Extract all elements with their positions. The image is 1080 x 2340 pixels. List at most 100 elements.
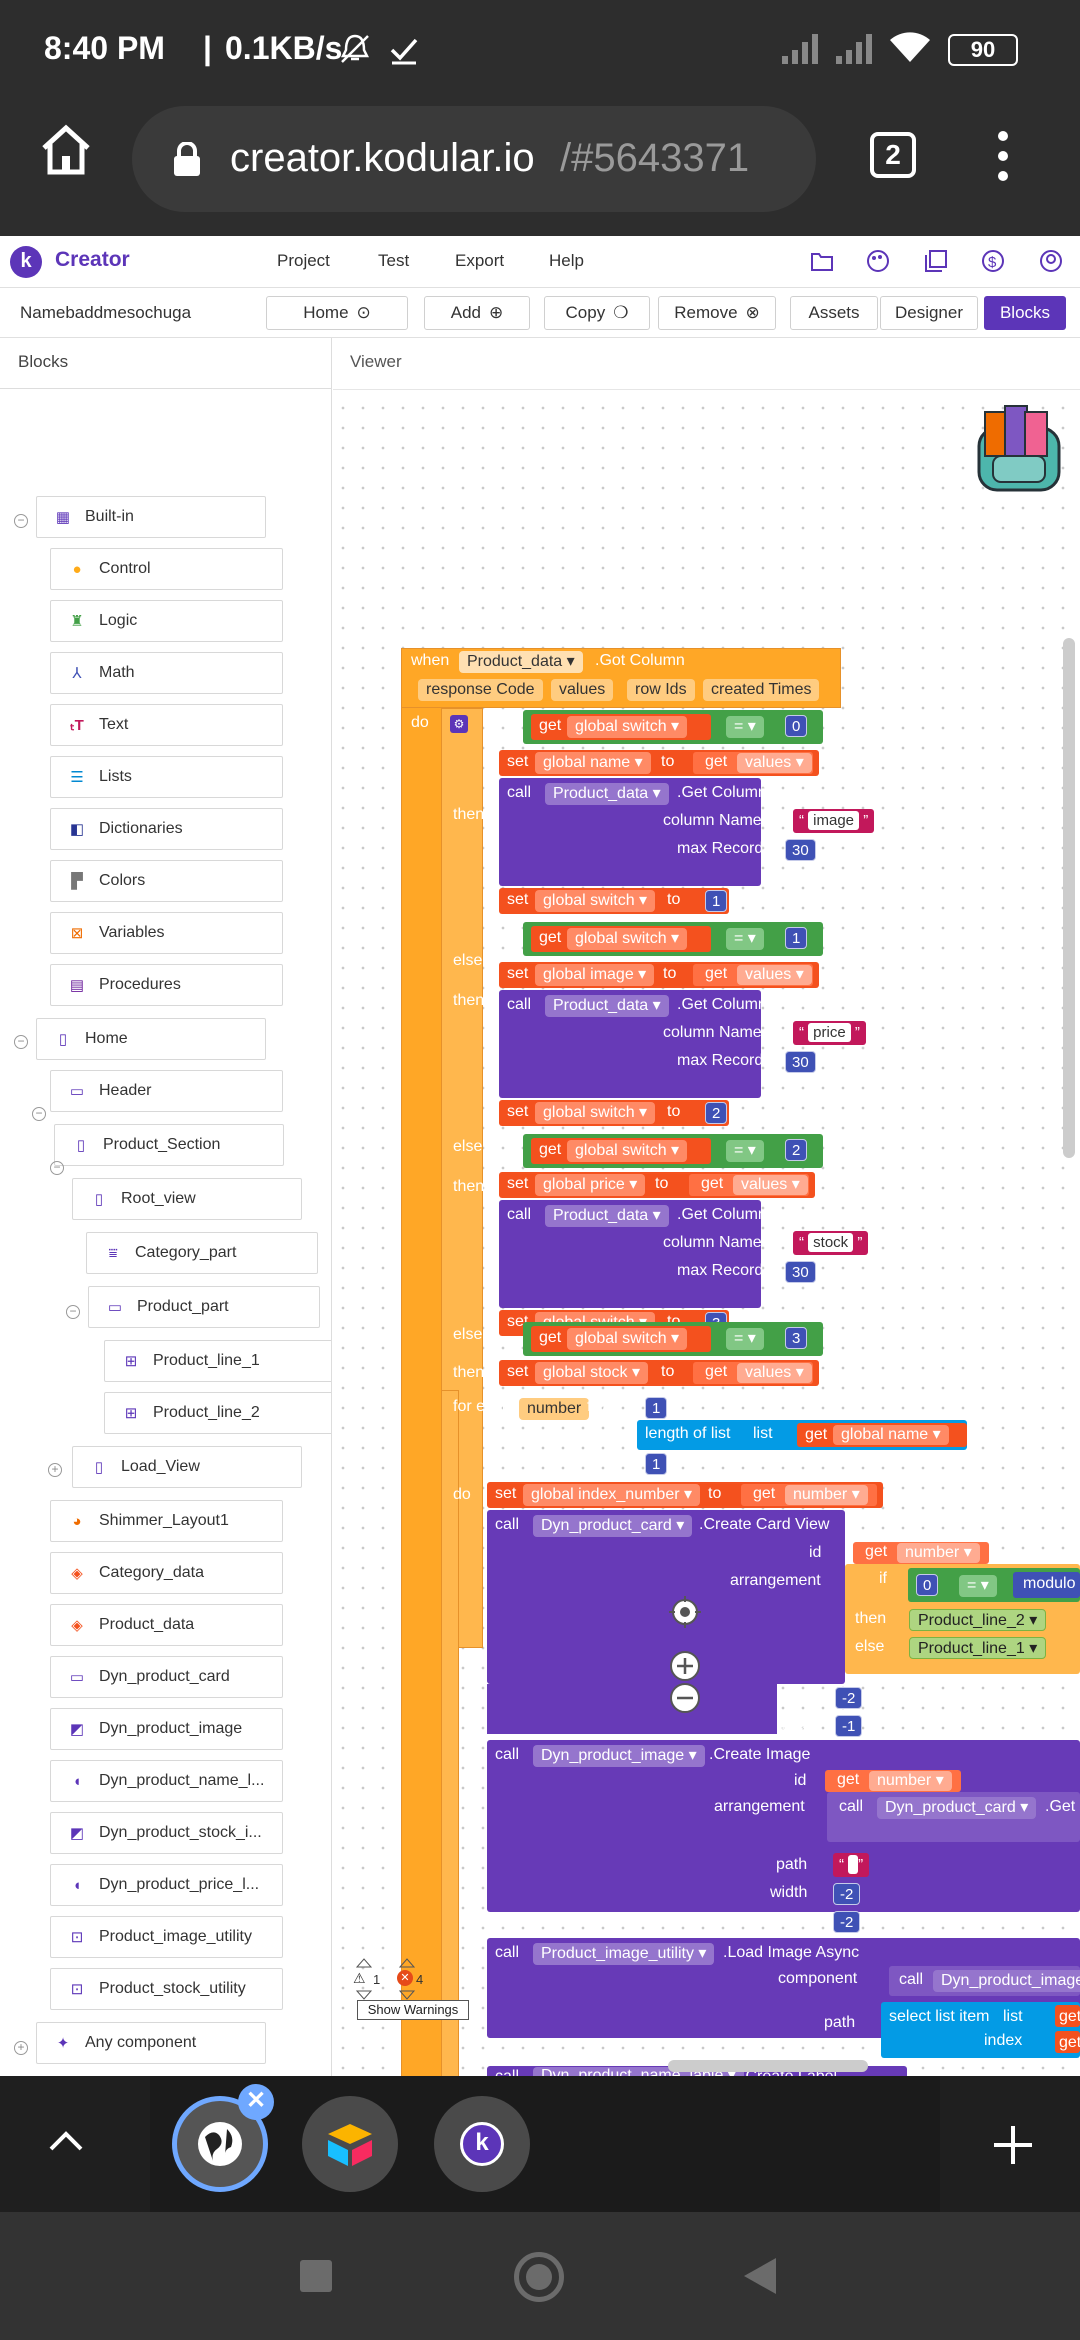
var-dropdown[interactable]: global image ▾	[535, 964, 655, 986]
component-dropdown[interactable]: Dyn_product_image	[933, 1970, 1080, 1992]
blocks-button[interactable]: Blocks	[984, 296, 1066, 330]
tree-product-line-1[interactable]: ⊞ Product_line_1	[104, 1340, 331, 1382]
tree-product-line-2[interactable]: ⊞ Product_line_2	[104, 1392, 331, 1434]
menu-export[interactable]: Export	[455, 251, 505, 270]
errors-up-arrow[interactable]	[398, 1956, 416, 1968]
for-each-block[interactable]	[441, 1390, 459, 2076]
component-dropdown[interactable]: Dyn_product_card ▾	[877, 1797, 1037, 1819]
component-block-pl1[interactable]: Product_line_1 ▾	[909, 1637, 1047, 1659]
tree-product-image-utility[interactable]: ⊡ Product_image_utility	[50, 1916, 283, 1958]
chevron-up-icon[interactable]	[48, 2130, 84, 2152]
component-dropdown[interactable]: Dyn_product_image ▾	[533, 1745, 705, 1767]
palette-icon[interactable]	[866, 249, 890, 273]
tree-header[interactable]: ▭ Header	[50, 1070, 283, 1112]
show-warnings-button[interactable]: Show Warnings	[357, 2000, 469, 2020]
tree-product-part[interactable]: ▭ Product_part	[88, 1286, 320, 1328]
var-dropdown[interactable]: values ▾	[737, 965, 812, 985]
home-nav-button[interactable]	[514, 2252, 564, 2302]
tree-colors[interactable]: ▛ Colors	[50, 860, 283, 902]
tree-dyn-product-stock[interactable]: ◩ Dyn_product_stock_i...	[50, 1812, 283, 1854]
dollar-icon[interactable]: $	[981, 249, 1005, 273]
builtin-toggle[interactable]: −	[14, 514, 28, 528]
tabs-button[interactable]: 2	[870, 132, 916, 178]
var-dropdown[interactable]: global name ▾	[535, 752, 651, 774]
var-dropdown[interactable]: number ▾	[897, 1543, 980, 1563]
var-dropdown[interactable]: global switch ▾	[567, 716, 688, 738]
param-response-code[interactable]: response Code	[418, 679, 543, 701]
tree-dictionaries[interactable]: ◧ Dictionaries	[50, 808, 283, 850]
modulo-block[interactable]	[1013, 1572, 1080, 1598]
zoom-out-icon[interactable]	[667, 1680, 703, 1716]
var-dropdown[interactable]: global switch ▾	[535, 1102, 656, 1124]
number-1[interactable]: 1	[645, 1453, 668, 1475]
tree-lists[interactable]: ☰ Lists	[50, 756, 283, 798]
assets-button[interactable]: Assets	[790, 296, 878, 330]
designer-button[interactable]: Designer	[880, 296, 978, 330]
folder-icon[interactable]	[810, 250, 834, 272]
any-component-toggle[interactable]: +	[14, 2041, 28, 2055]
tree-math[interactable]: ⅄ Math	[50, 652, 283, 694]
copy-screen-button[interactable]: Copy ❍	[544, 296, 650, 330]
tree-builtin[interactable]: ▦ Built-in	[36, 496, 266, 538]
tree-product-section[interactable]: ▯ Product_Section	[54, 1124, 284, 1166]
add-screen-button[interactable]: Add ⊕	[424, 296, 530, 330]
event-component-dropdown[interactable]: Product_data ▾	[459, 651, 583, 673]
var-dropdown[interactable]: global index_number ▾	[523, 1484, 701, 1506]
var-dropdown[interactable]: global name ▾	[833, 1425, 949, 1445]
number-0[interactable]: 0	[785, 715, 808, 737]
select-list-item-block[interactable]	[881, 2002, 1080, 2058]
eq-dropdown[interactable]: = ▾	[959, 1575, 997, 1597]
tree-dyn-product-price[interactable]: ◖ Dyn_product_price_l...	[50, 1864, 283, 1906]
number-1[interactable]: 1	[705, 890, 728, 912]
tree-category-part[interactable]: ⩸ Category_part	[86, 1232, 318, 1274]
recenter-icon[interactable]	[667, 1594, 703, 1630]
menu-project[interactable]: Project	[277, 251, 330, 270]
tree-control[interactable]: ● Control	[50, 548, 283, 590]
recents-button[interactable]	[300, 2260, 332, 2292]
blocks-workspace[interactable]: Viewer when Product_data ▾ .Got Column r…	[333, 338, 1080, 2076]
number-m2[interactable]: -2	[833, 1883, 861, 1905]
number-1[interactable]: 1	[645, 1397, 668, 1419]
number-30[interactable]: 30	[785, 1261, 816, 1283]
eq-dropdown[interactable]: = ▾	[726, 1328, 764, 1350]
tree-dyn-product-image[interactable]: ◩ Dyn_product_image	[50, 1708, 283, 1750]
component-dropdown[interactable]: Dyn_product_card ▾	[533, 1515, 693, 1537]
param-values[interactable]: values	[551, 679, 614, 701]
tree-dyn-product-name[interactable]: ◖ Dyn_product_name_l...	[50, 1760, 283, 1802]
tree-variables[interactable]: ⊠ Variables	[50, 912, 283, 954]
component-dropdown[interactable]: Product_data ▾	[545, 995, 669, 1017]
call-create-card-view[interactable]	[487, 1510, 845, 1684]
var-dropdown[interactable]: global switch ▾	[567, 928, 688, 950]
var-dropdown[interactable]: number ▾	[785, 1485, 868, 1505]
component-dropdown[interactable]: Product_image_utility ▾	[533, 1943, 715, 1965]
text-empty[interactable]: “ ”	[833, 1853, 870, 1877]
screen-select-home[interactable]: Home ⊙	[266, 296, 408, 330]
number-m1[interactable]: -1	[835, 1715, 863, 1737]
plus-icon[interactable]	[992, 2124, 1034, 2166]
back-button[interactable]	[742, 2256, 778, 2296]
overflow-menu-icon[interactable]	[992, 130, 1014, 182]
param-created-times[interactable]: created Times	[703, 679, 820, 701]
product-section-toggle[interactable]: −	[32, 1107, 46, 1121]
component-dropdown[interactable]: Product_data ▾	[545, 1205, 669, 1227]
close-icon[interactable]: ✕	[238, 2084, 274, 2120]
param-row-ids[interactable]: row Ids	[627, 679, 695, 701]
home-icon[interactable]	[40, 124, 92, 176]
eq-dropdown[interactable]: = ▾	[726, 716, 764, 738]
number-0[interactable]: 0	[916, 1574, 939, 1596]
zoom-in-icon[interactable]	[667, 1648, 703, 1684]
warnings-down-arrow[interactable]	[355, 1988, 373, 2000]
tree-product-stock-utility[interactable]: ⊡ Product_stock_utility	[50, 1968, 283, 2010]
number-1[interactable]: 1	[785, 927, 808, 949]
menu-test[interactable]: Test	[378, 251, 410, 270]
var-dropdown[interactable]: global price ▾	[535, 1174, 646, 1196]
number-2[interactable]: 2	[705, 1102, 728, 1124]
var-dropdown[interactable]: global switch ▾	[567, 1140, 688, 1162]
account-icon[interactable]	[1039, 249, 1063, 273]
menu-help[interactable]: Help	[549, 251, 584, 270]
airtable-app-icon[interactable]	[302, 2096, 398, 2192]
gear-icon[interactable]: ⚙	[450, 715, 468, 733]
loop-var[interactable]: number	[519, 1398, 590, 1420]
tree-load-view[interactable]: ▯ Load_View	[72, 1446, 302, 1488]
root-view-toggle[interactable]: −	[50, 1161, 64, 1175]
